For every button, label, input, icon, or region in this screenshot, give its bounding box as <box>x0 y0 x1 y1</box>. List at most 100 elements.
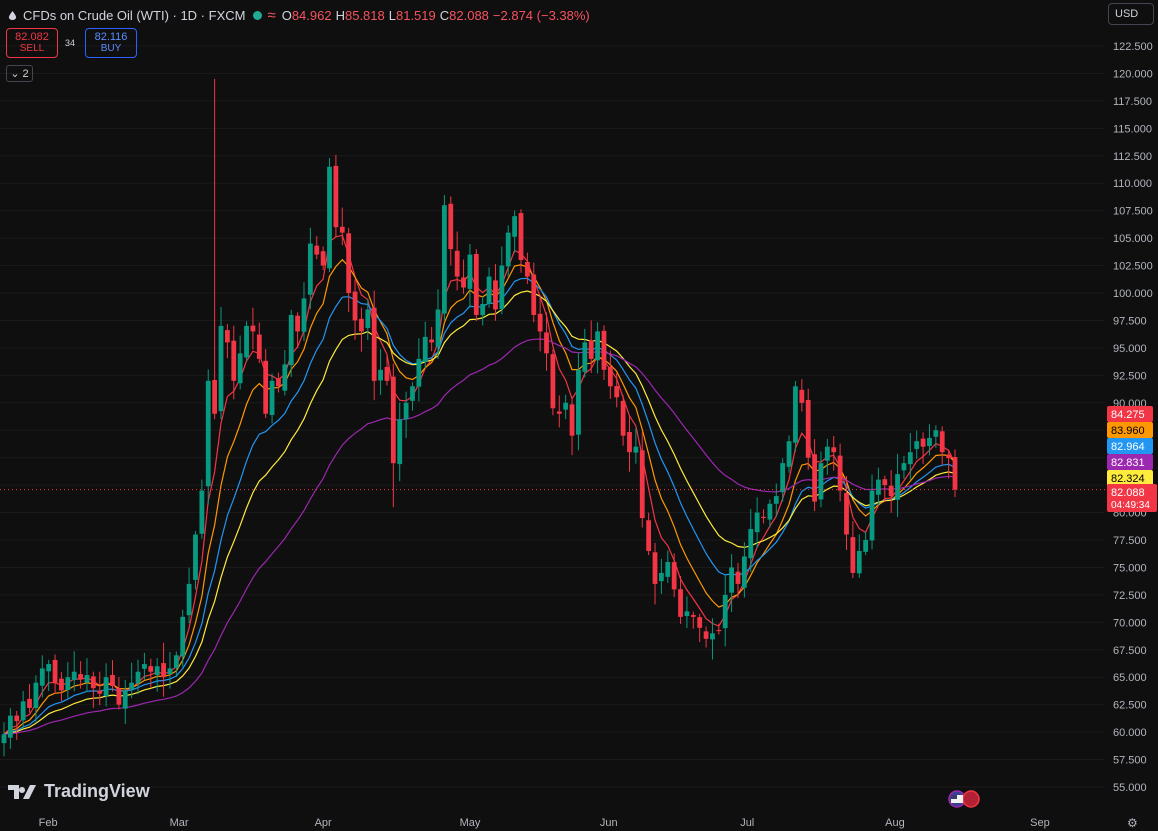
candle-body <box>773 496 779 504</box>
candlesticks <box>1 78 958 757</box>
y-tick-label: 77.500 <box>1113 535 1147 547</box>
candle <box>461 259 466 294</box>
candle-body <box>639 450 645 519</box>
candle <box>620 395 626 446</box>
candle-body <box>531 274 537 315</box>
candle <box>927 424 932 456</box>
ma-price-tag: 84.275 <box>1107 406 1153 422</box>
gear-icon[interactable]: ⚙ <box>1127 816 1138 830</box>
y-tick-label: 72.500 <box>1113 590 1147 602</box>
candle-body <box>205 380 211 487</box>
approx-icon: ≈ <box>267 6 276 24</box>
candle <box>678 575 683 624</box>
y-tick-label: 97.500 <box>1113 315 1147 327</box>
candle-body <box>422 336 428 362</box>
buy-price: 82.116 <box>94 31 128 43</box>
candle <box>371 290 377 401</box>
candle-body <box>384 366 390 381</box>
candle <box>59 672 64 702</box>
candle <box>441 195 447 321</box>
candle <box>422 321 428 369</box>
candle <box>876 467 881 506</box>
candle-body <box>793 386 798 443</box>
candle <box>837 443 843 502</box>
change-value: −2.874 (−3.38%) <box>492 7 590 23</box>
candle-body <box>142 664 147 669</box>
svg-text:83.960: 83.960 <box>1111 425 1145 437</box>
candle-body <box>563 402 569 410</box>
candle <box>307 227 313 310</box>
candle-body <box>914 441 920 449</box>
sell-button[interactable]: 82.082 SELL <box>6 28 58 58</box>
candle-body <box>786 441 792 467</box>
candle <box>33 675 39 724</box>
candle <box>122 679 128 724</box>
candle-body <box>346 233 352 293</box>
candle <box>288 309 294 377</box>
candle-body <box>659 572 664 582</box>
candle <box>576 352 581 451</box>
sell-label: SELL <box>19 43 45 54</box>
candle <box>697 613 703 642</box>
candle <box>531 262 537 323</box>
ma-price-tag: 82.831 <box>1107 454 1153 470</box>
events-flags-icon[interactable] <box>946 790 982 808</box>
candle-body <box>888 485 894 497</box>
candle <box>799 379 805 412</box>
candle-body <box>684 611 690 617</box>
tradingview-logo-icon <box>8 784 36 799</box>
candle-body <box>359 318 364 332</box>
y-tick-label: 110.000 <box>1113 178 1152 190</box>
candle-body <box>601 330 607 370</box>
candle <box>148 658 154 689</box>
candle-body <box>505 232 511 267</box>
candle-body <box>110 674 115 687</box>
currency-selector[interactable]: USD <box>1108 3 1154 25</box>
y-tick-label: 62.500 <box>1113 700 1147 712</box>
ma-purple-line <box>3 338 956 735</box>
candle <box>327 158 332 273</box>
y-tick-label: 117.500 <box>1113 96 1152 108</box>
market-open-dot-icon <box>253 10 263 20</box>
candle <box>295 312 300 348</box>
candle <box>524 252 530 284</box>
candle <box>748 509 754 572</box>
buy-button[interactable]: 82.116 BUY <box>85 28 137 58</box>
close-label: C <box>439 7 450 23</box>
indicators-count: 2 <box>22 67 29 80</box>
candle-body <box>295 315 300 332</box>
candle <box>97 671 103 706</box>
candle-body <box>722 594 728 629</box>
candle-body <box>620 400 626 436</box>
candle <box>173 651 179 677</box>
candle-body <box>378 369 383 381</box>
candle <box>429 326 435 352</box>
candle <box>365 298 371 341</box>
candle <box>601 325 607 380</box>
candle-body <box>761 516 766 519</box>
candle <box>933 425 939 448</box>
indicators-toggle-button[interactable]: ⌄ 2 <box>6 65 33 82</box>
chevron-down-icon: ⌄ <box>10 68 20 80</box>
candle <box>869 474 875 550</box>
x-tick-label: Apr <box>315 817 332 829</box>
candle-body <box>524 262 530 277</box>
candle-body <box>946 454 952 459</box>
symbol-title[interactable]: CFDs on Crude Oil (WTI) · 1D · FXCM <box>23 7 246 23</box>
y-tick-label: 115.000 <box>1113 123 1152 135</box>
candle-body <box>473 253 479 315</box>
candle-body <box>263 360 269 414</box>
candle <box>339 207 345 246</box>
candle <box>793 381 798 452</box>
low-value: 81.519 <box>395 7 436 23</box>
candle <box>595 322 600 374</box>
candle <box>920 432 926 464</box>
candle-body <box>690 614 696 617</box>
countdown: 04:49:34 <box>1111 500 1150 511</box>
candle <box>627 415 632 472</box>
candle <box>863 531 869 556</box>
candle-body <box>831 447 837 453</box>
candle <box>116 677 122 710</box>
candle-body <box>933 430 939 437</box>
